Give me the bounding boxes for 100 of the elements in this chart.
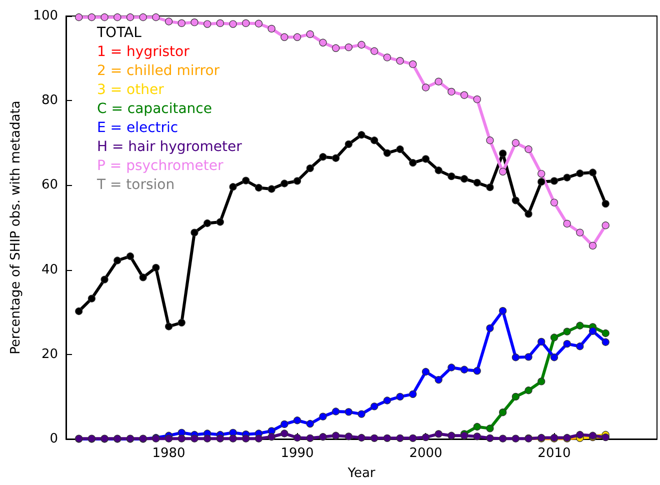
- point: [306, 434, 314, 442]
- point: [563, 220, 571, 228]
- point: [152, 264, 160, 272]
- point: [254, 20, 263, 28]
- point: [588, 242, 597, 250]
- text: 3 = other: [97, 82, 164, 98]
- point: [216, 19, 224, 27]
- legend-label: T = torsion: [96, 177, 175, 193]
- point: [190, 434, 198, 442]
- point: [383, 434, 391, 442]
- point: [190, 18, 198, 26]
- point: [178, 19, 186, 27]
- point: [602, 338, 610, 346]
- point: [178, 318, 186, 326]
- point: [268, 24, 276, 32]
- point: [75, 13, 83, 22]
- point: [499, 150, 507, 158]
- point: [242, 19, 250, 27]
- point: [512, 139, 520, 147]
- point: [306, 164, 314, 172]
- point: [178, 434, 186, 442]
- point: [164, 18, 173, 26]
- point: [512, 196, 520, 204]
- point: [319, 412, 327, 420]
- x-tick-label: 1980: [152, 446, 186, 461]
- point: [370, 434, 378, 442]
- point: [139, 274, 147, 282]
- point: [538, 378, 546, 386]
- point: [550, 177, 558, 185]
- point: [524, 145, 532, 154]
- point: [100, 13, 108, 22]
- y-tick-label: 0: [50, 432, 58, 446]
- point: [229, 20, 237, 28]
- point: [306, 420, 314, 428]
- y-tick-label: 100: [33, 8, 58, 24]
- point: [114, 256, 122, 264]
- point: [126, 13, 134, 22]
- point: [358, 434, 366, 442]
- point: [268, 433, 276, 441]
- point: [499, 307, 507, 315]
- point: [576, 342, 584, 350]
- point: [383, 149, 391, 157]
- text: C = capacitance: [97, 101, 212, 117]
- x-tick-label: 2010: [538, 446, 571, 461]
- point: [229, 183, 237, 191]
- point: [499, 168, 507, 176]
- point: [588, 168, 597, 176]
- point: [550, 198, 558, 206]
- point: [383, 396, 391, 404]
- point: [486, 136, 494, 144]
- point: [164, 322, 173, 330]
- point: [383, 54, 391, 62]
- point: [396, 392, 404, 400]
- point: [448, 432, 456, 440]
- point: [293, 416, 302, 424]
- point: [280, 33, 288, 41]
- point: [88, 13, 96, 22]
- point: [409, 434, 417, 442]
- point: [332, 44, 340, 52]
- point: [550, 354, 558, 362]
- y-tick-label: 60: [41, 178, 58, 193]
- point: [576, 228, 584, 236]
- text: TOTAL: [96, 25, 142, 41]
- point: [473, 432, 481, 440]
- point: [602, 222, 610, 230]
- point: [524, 210, 532, 218]
- text: 2 = chilled mirror: [97, 63, 220, 79]
- point: [306, 30, 314, 38]
- x-tick-label: 1990: [280, 446, 314, 461]
- point: [486, 434, 494, 442]
- point: [319, 433, 327, 441]
- point: [280, 420, 288, 428]
- point: [434, 376, 442, 384]
- y-tick-label: 40: [41, 262, 58, 278]
- point: [190, 228, 198, 236]
- point: [358, 131, 366, 139]
- point: [602, 329, 610, 338]
- point: [293, 434, 302, 442]
- x-tick-label: 2000: [409, 446, 442, 461]
- point: [100, 276, 108, 284]
- point: [370, 136, 378, 144]
- point: [396, 434, 404, 442]
- point: [344, 408, 352, 416]
- point: [344, 140, 352, 148]
- point: [358, 40, 366, 49]
- point: [396, 57, 404, 65]
- point: [486, 324, 494, 332]
- point: [204, 219, 212, 228]
- point: [434, 78, 442, 86]
- point: [512, 434, 520, 442]
- y-tick-label: 20: [41, 346, 58, 362]
- point: [473, 96, 481, 104]
- point: [434, 166, 442, 174]
- point: [242, 434, 250, 442]
- point: [88, 294, 96, 302]
- y-tick-label: 80: [41, 93, 58, 108]
- point: [563, 174, 571, 182]
- point: [204, 20, 212, 28]
- point: [499, 408, 507, 416]
- point: [242, 176, 250, 184]
